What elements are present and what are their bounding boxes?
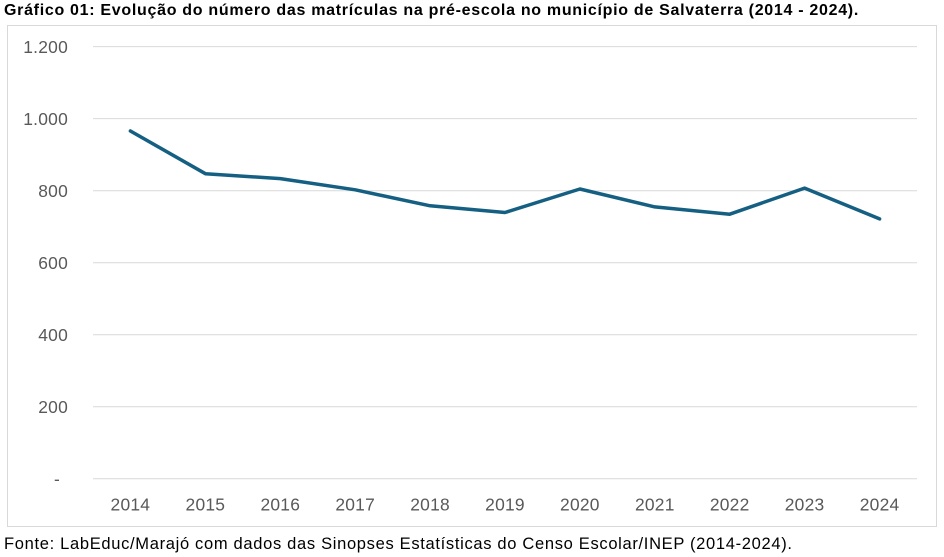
svg-text:1.000: 1.000 <box>23 109 68 129</box>
svg-text:800: 800 <box>38 181 68 201</box>
svg-text:2021: 2021 <box>635 494 675 514</box>
svg-text:1.200: 1.200 <box>23 37 68 57</box>
svg-text:2022: 2022 <box>710 494 750 514</box>
svg-text:2023: 2023 <box>785 494 825 514</box>
svg-text:2015: 2015 <box>186 494 226 514</box>
svg-text:2014: 2014 <box>111 494 151 514</box>
svg-text:2017: 2017 <box>335 494 375 514</box>
svg-text:2018: 2018 <box>410 494 450 514</box>
svg-text:-: - <box>54 469 60 489</box>
svg-text:200: 200 <box>38 397 68 417</box>
svg-text:2024: 2024 <box>860 494 900 514</box>
svg-text:600: 600 <box>38 253 68 273</box>
svg-text:2020: 2020 <box>560 494 600 514</box>
svg-text:2019: 2019 <box>485 494 525 514</box>
svg-text:400: 400 <box>38 325 68 345</box>
svg-text:2016: 2016 <box>260 494 300 514</box>
